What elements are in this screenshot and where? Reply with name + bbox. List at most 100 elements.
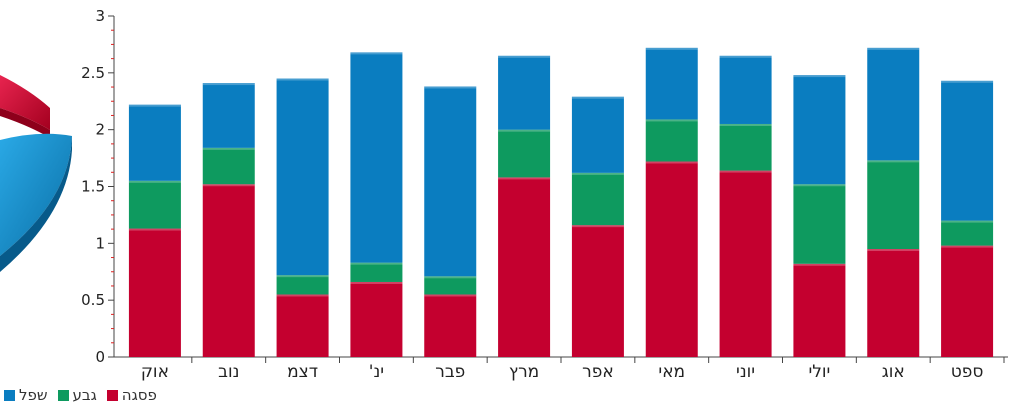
bar-segment-highlight bbox=[793, 263, 846, 266]
x-tick-label: דצמ bbox=[287, 362, 318, 382]
y-tick-label: 3 bbox=[95, 7, 105, 25]
bar-segment-highlight bbox=[571, 225, 624, 228]
bar-segment-1 bbox=[941, 245, 994, 357]
bar-segment-highlight bbox=[645, 119, 698, 122]
bar-segment-2 bbox=[350, 262, 403, 282]
bar-segment-3 bbox=[202, 83, 255, 148]
bar-segment-highlight bbox=[424, 276, 477, 279]
bar-segment-1 bbox=[424, 294, 477, 357]
y-tick-label: 1 bbox=[95, 234, 105, 252]
bar-segment-2 bbox=[645, 119, 698, 162]
x-tick-label: ספט bbox=[951, 362, 984, 382]
y-tick-label: 1.5 bbox=[81, 178, 105, 196]
x-tick-label: ינ' bbox=[369, 362, 384, 382]
bar-segment-highlight bbox=[350, 52, 403, 55]
bar-segment-1 bbox=[571, 225, 624, 357]
bar-segment-2 bbox=[719, 123, 772, 171]
y-tick-label: 2.5 bbox=[81, 64, 105, 82]
bar-segment-2 bbox=[571, 172, 624, 226]
y-tick-label: 0 bbox=[95, 348, 105, 366]
legend-item: פסגה bbox=[106, 386, 157, 404]
bar-segment-highlight bbox=[793, 75, 846, 78]
bar-segment-2 bbox=[202, 147, 255, 185]
bar-segment-highlight bbox=[941, 220, 994, 223]
bar-segment-1 bbox=[719, 170, 772, 357]
bar-segment-2 bbox=[941, 220, 994, 246]
bar-segment-highlight bbox=[202, 83, 255, 86]
chart-bars bbox=[128, 47, 994, 357]
x-tick-label: יוני bbox=[736, 362, 755, 382]
bar-segment-3 bbox=[571, 96, 624, 173]
bar-segment-3 bbox=[424, 86, 477, 277]
bar-segment-2 bbox=[424, 276, 477, 295]
bar-segment-highlight bbox=[202, 147, 255, 150]
bar-segment-highlight bbox=[719, 55, 772, 58]
bar-segment-highlight bbox=[276, 294, 329, 297]
bar-segment-1 bbox=[498, 177, 551, 357]
bar-segment-highlight bbox=[128, 228, 181, 231]
x-tick-label: אוק bbox=[141, 362, 169, 382]
legend-label: פסגה bbox=[121, 386, 157, 404]
y-tick-label: 0.5 bbox=[81, 291, 105, 309]
x-tick-label: מאי bbox=[658, 362, 685, 382]
legend: שפל גבע פסגה bbox=[4, 386, 167, 404]
bar-segment-highlight bbox=[941, 80, 994, 83]
bar-segment-highlight bbox=[941, 245, 994, 248]
bar-segment-highlight bbox=[498, 129, 551, 132]
bar-segment-highlight bbox=[867, 160, 920, 163]
x-tick-label: אוג bbox=[882, 362, 905, 382]
bar-segment-3 bbox=[128, 104, 181, 181]
bar-segment-highlight bbox=[719, 123, 772, 126]
bar-segment-2 bbox=[867, 160, 920, 250]
bar-segment-2 bbox=[498, 129, 551, 178]
x-tick-label: מרץ bbox=[509, 362, 539, 382]
bar-segment-3 bbox=[867, 47, 920, 161]
bar-segment-highlight bbox=[498, 55, 551, 58]
x-tick-label: יולי bbox=[808, 362, 830, 382]
bar-segment-1 bbox=[202, 184, 255, 357]
bar-segment-highlight bbox=[276, 275, 329, 278]
bar-segment-3 bbox=[498, 55, 551, 130]
legend-swatch bbox=[57, 389, 69, 401]
bar-segment-highlight bbox=[350, 281, 403, 284]
bar-segment-highlight bbox=[645, 161, 698, 164]
bar-segment-3 bbox=[941, 80, 994, 221]
bar-segment-3 bbox=[719, 55, 772, 124]
x-tick-label: אפר bbox=[582, 362, 614, 382]
bar-segment-highlight bbox=[498, 177, 551, 180]
partial-pie-chart bbox=[0, 75, 72, 272]
bar-segment-highlight bbox=[645, 47, 698, 50]
legend-item: שפל bbox=[4, 386, 48, 404]
bar-segment-3 bbox=[276, 78, 329, 276]
x-tick-label: פבר bbox=[435, 362, 465, 382]
bar-segment-highlight bbox=[867, 249, 920, 252]
bar-segment-highlight bbox=[424, 86, 477, 89]
x-axis-labels: אוק נוב דצמ ינ' פבר מרץ אפר מאי יוני יולי אוג ספט bbox=[141, 362, 984, 382]
bar-segment-2 bbox=[276, 275, 329, 295]
bar-segment-highlight bbox=[571, 172, 624, 175]
legend-swatch bbox=[4, 389, 15, 401]
bar-segment-highlight bbox=[128, 104, 181, 107]
bar-segment-highlight bbox=[350, 262, 403, 265]
legend-item: גבע bbox=[57, 386, 97, 404]
bar-segment-highlight bbox=[571, 96, 624, 99]
pie-slice-blue bbox=[0, 133, 72, 256]
legend-label: שפל bbox=[19, 386, 48, 404]
bar-segment-3 bbox=[350, 52, 403, 263]
bar-segment-highlight bbox=[202, 184, 255, 187]
bar-segment-1 bbox=[645, 161, 698, 357]
bar-segment-3 bbox=[793, 75, 846, 185]
legend-swatch bbox=[106, 389, 118, 401]
bar-segment-highlight bbox=[424, 294, 477, 297]
bar-segment-1 bbox=[793, 263, 846, 357]
bar-segment-highlight bbox=[276, 78, 329, 81]
bar-segment-highlight bbox=[128, 180, 181, 183]
bar-segment-1 bbox=[867, 249, 920, 357]
bar-segment-1 bbox=[128, 228, 181, 357]
bar-segment-highlight bbox=[867, 47, 920, 50]
bar-segment-1 bbox=[276, 294, 329, 357]
x-tick-label: נוב bbox=[218, 362, 239, 382]
bar-segment-highlight bbox=[793, 184, 846, 187]
